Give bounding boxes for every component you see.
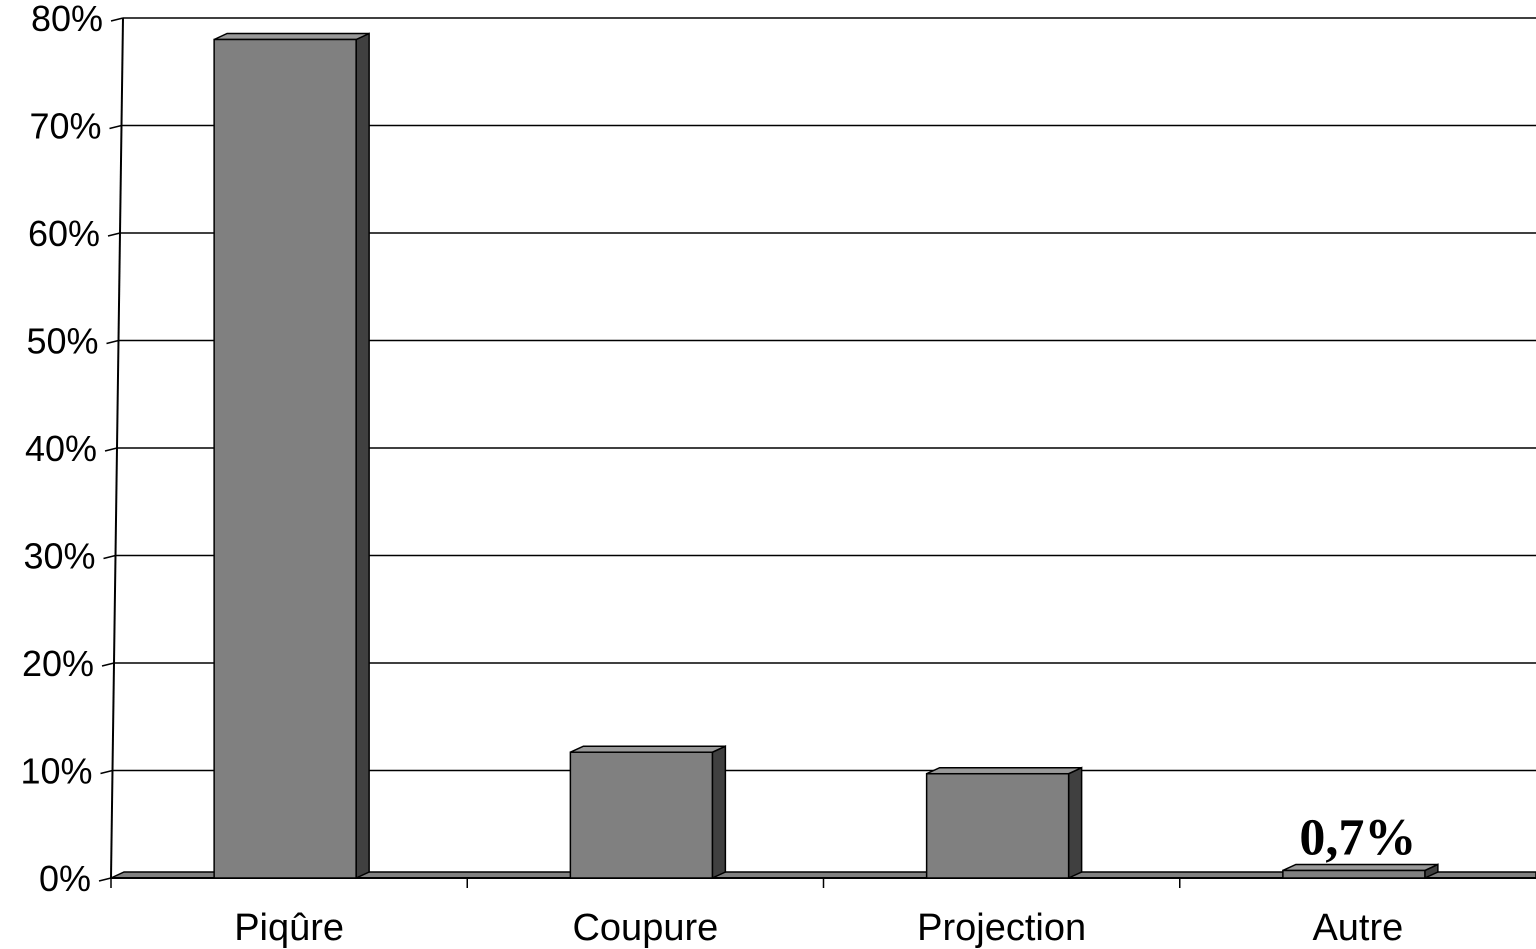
bar-side: [711, 745, 727, 880]
y-tick-mark: [109, 124, 122, 130]
y-tick-label: 20%: [22, 643, 94, 684]
bar-3: [925, 766, 1083, 880]
x-category-label: Piqûre: [234, 907, 344, 949]
y-tick-labels: 0% 10% 20% 30% 40% 50% 60% 70% 80%: [20, 0, 103, 899]
bar-top: [213, 32, 370, 41]
y-axis-line: [110, 17, 124, 879]
bar-side: [355, 32, 370, 880]
data-label: 0,7%: [1299, 809, 1416, 866]
y-tick-mark: [103, 554, 116, 560]
y-tick-label: 50%: [26, 321, 98, 362]
bar-side: [1067, 766, 1083, 880]
x-category-label: Autre: [1312, 907, 1403, 949]
y-tick-mark: [100, 769, 113, 775]
y-tick-mark: [107, 232, 121, 237]
data-labels: 0,7%: [1299, 809, 1416, 866]
bar-2: [569, 745, 727, 880]
bar-front: [213, 38, 357, 879]
y-tick-mark: [98, 877, 112, 882]
bar-front: [925, 772, 1070, 879]
y-tick-mark: [104, 447, 118, 452]
y-tick-label: 10%: [20, 751, 92, 792]
bar-front: [569, 751, 714, 879]
y-tick-label: 30%: [23, 536, 95, 577]
y-tick-label: 70%: [29, 106, 101, 147]
y-tick-mark: [110, 17, 124, 22]
y-tick-label: 40%: [25, 428, 97, 469]
y-tick-label: 80%: [31, 0, 103, 39]
bar-top: [570, 745, 726, 753]
x-category-labels: Piqûre Coupure Projection Autre: [234, 907, 1403, 949]
y-tick-label: 0%: [39, 858, 91, 899]
y-tick-label: 60%: [28, 213, 100, 254]
y-tick-mark: [101, 662, 115, 667]
bars: [213, 32, 1439, 880]
bar-1: [213, 32, 370, 880]
bar-top: [926, 766, 1082, 775]
bar-4: [1282, 863, 1439, 880]
y-tick-mark: [106, 339, 119, 345]
bar-front: [1282, 869, 1426, 879]
x-category-label: Coupure: [572, 907, 718, 949]
x-category-label: Projection: [917, 907, 1086, 949]
